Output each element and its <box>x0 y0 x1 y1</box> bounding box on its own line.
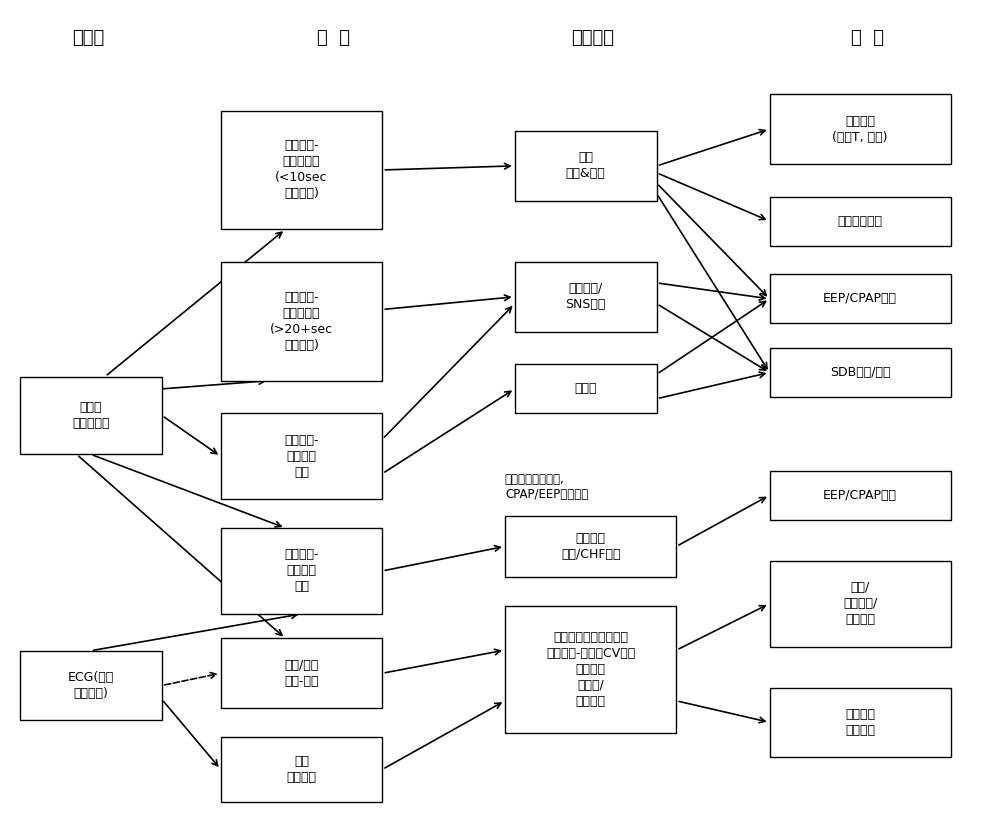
Text: EEP/CPAP滴定: EEP/CPAP滴定 <box>823 292 897 306</box>
FancyBboxPatch shape <box>770 348 951 397</box>
Text: 分  析: 分 析 <box>317 28 350 47</box>
FancyBboxPatch shape <box>770 471 951 519</box>
FancyBboxPatch shape <box>505 605 676 732</box>
Text: 呼吸
速率&努力: 呼吸 速率&努力 <box>566 151 606 180</box>
Text: SDB筛选/诊断: SDB筛选/诊断 <box>830 366 890 379</box>
FancyBboxPatch shape <box>515 262 657 331</box>
FancyBboxPatch shape <box>505 516 676 577</box>
FancyBboxPatch shape <box>221 639 382 708</box>
Text: 幅度处理-
高通滤波器
(<10sec
恒定时间): 幅度处理- 高通滤波器 (<10sec 恒定时间) <box>275 139 328 200</box>
FancyBboxPatch shape <box>770 94 951 164</box>
Text: 传感器: 传感器 <box>72 28 105 47</box>
FancyBboxPatch shape <box>221 736 382 802</box>
Text: 目标参数: 目标参数 <box>572 28 615 47</box>
FancyBboxPatch shape <box>221 413 382 499</box>
FancyBboxPatch shape <box>221 262 382 381</box>
Text: 伴随心脏
病状报警: 伴随心脏 病状报警 <box>845 708 875 736</box>
FancyBboxPatch shape <box>770 561 951 646</box>
Text: 饱和度: 饱和度 <box>574 382 597 395</box>
Text: 脉管柔量/
SNS活动: 脉管柔量/ SNS活动 <box>566 282 606 311</box>
Text: ECG(如果
可以得到): ECG(如果 可以得到) <box>68 671 114 700</box>
FancyBboxPatch shape <box>221 528 382 614</box>
FancyBboxPatch shape <box>515 131 657 200</box>
Text: 脉搏
传递时间: 脉搏 传递时间 <box>287 755 317 784</box>
Text: 报告/
临床处理/
伴随病状: 报告/ 临床处理/ 伴随病状 <box>843 581 877 626</box>
FancyBboxPatch shape <box>770 687 951 757</box>
FancyBboxPatch shape <box>770 196 951 245</box>
Text: 阻止静脉
恢复/CHF状态: 阻止静脉 恢复/CHF状态 <box>561 532 620 561</box>
FancyBboxPatch shape <box>770 274 951 323</box>
Text: 形态处理-
重搏切迹
分析: 形态处理- 重搏切迹 分析 <box>284 434 319 478</box>
Text: 动  作: 动 作 <box>851 28 884 47</box>
FancyBboxPatch shape <box>20 650 162 721</box>
FancyBboxPatch shape <box>515 364 657 413</box>
Text: 如果静脉脉搏增加,
CPAP/EEP随着增加: 如果静脉脉搏增加, CPAP/EEP随着增加 <box>505 473 588 501</box>
Text: 在注意的静脉脉搏中的
长期疾病-改善的CV状态
心脏计时
不规则/
心律不齐: 在注意的静脉脉搏中的 长期疾病-改善的CV状态 心脏计时 不规则/ 心律不齐 <box>546 630 635 707</box>
Text: 血氧计
体积描记图: 血氧计 体积描记图 <box>72 401 110 430</box>
Text: 形态/律动
处理-变化: 形态/律动 处理-变化 <box>284 659 319 688</box>
Text: 形态处理-
静脉脉搏
分析: 形态处理- 静脉脉搏 分析 <box>284 549 319 594</box>
Text: 同步控制
(速率T, 最大): 同步控制 (速率T, 最大) <box>832 114 888 144</box>
FancyBboxPatch shape <box>221 111 382 230</box>
FancyBboxPatch shape <box>20 377 162 454</box>
Text: 压力支持滴定: 压力支持滴定 <box>838 215 883 228</box>
Text: 幅度处理-
低通滤波器
(>20+sec
恒定时间): 幅度处理- 低通滤波器 (>20+sec 恒定时间) <box>270 291 333 352</box>
Text: EEP/CPAP减少: EEP/CPAP减少 <box>823 488 897 502</box>
